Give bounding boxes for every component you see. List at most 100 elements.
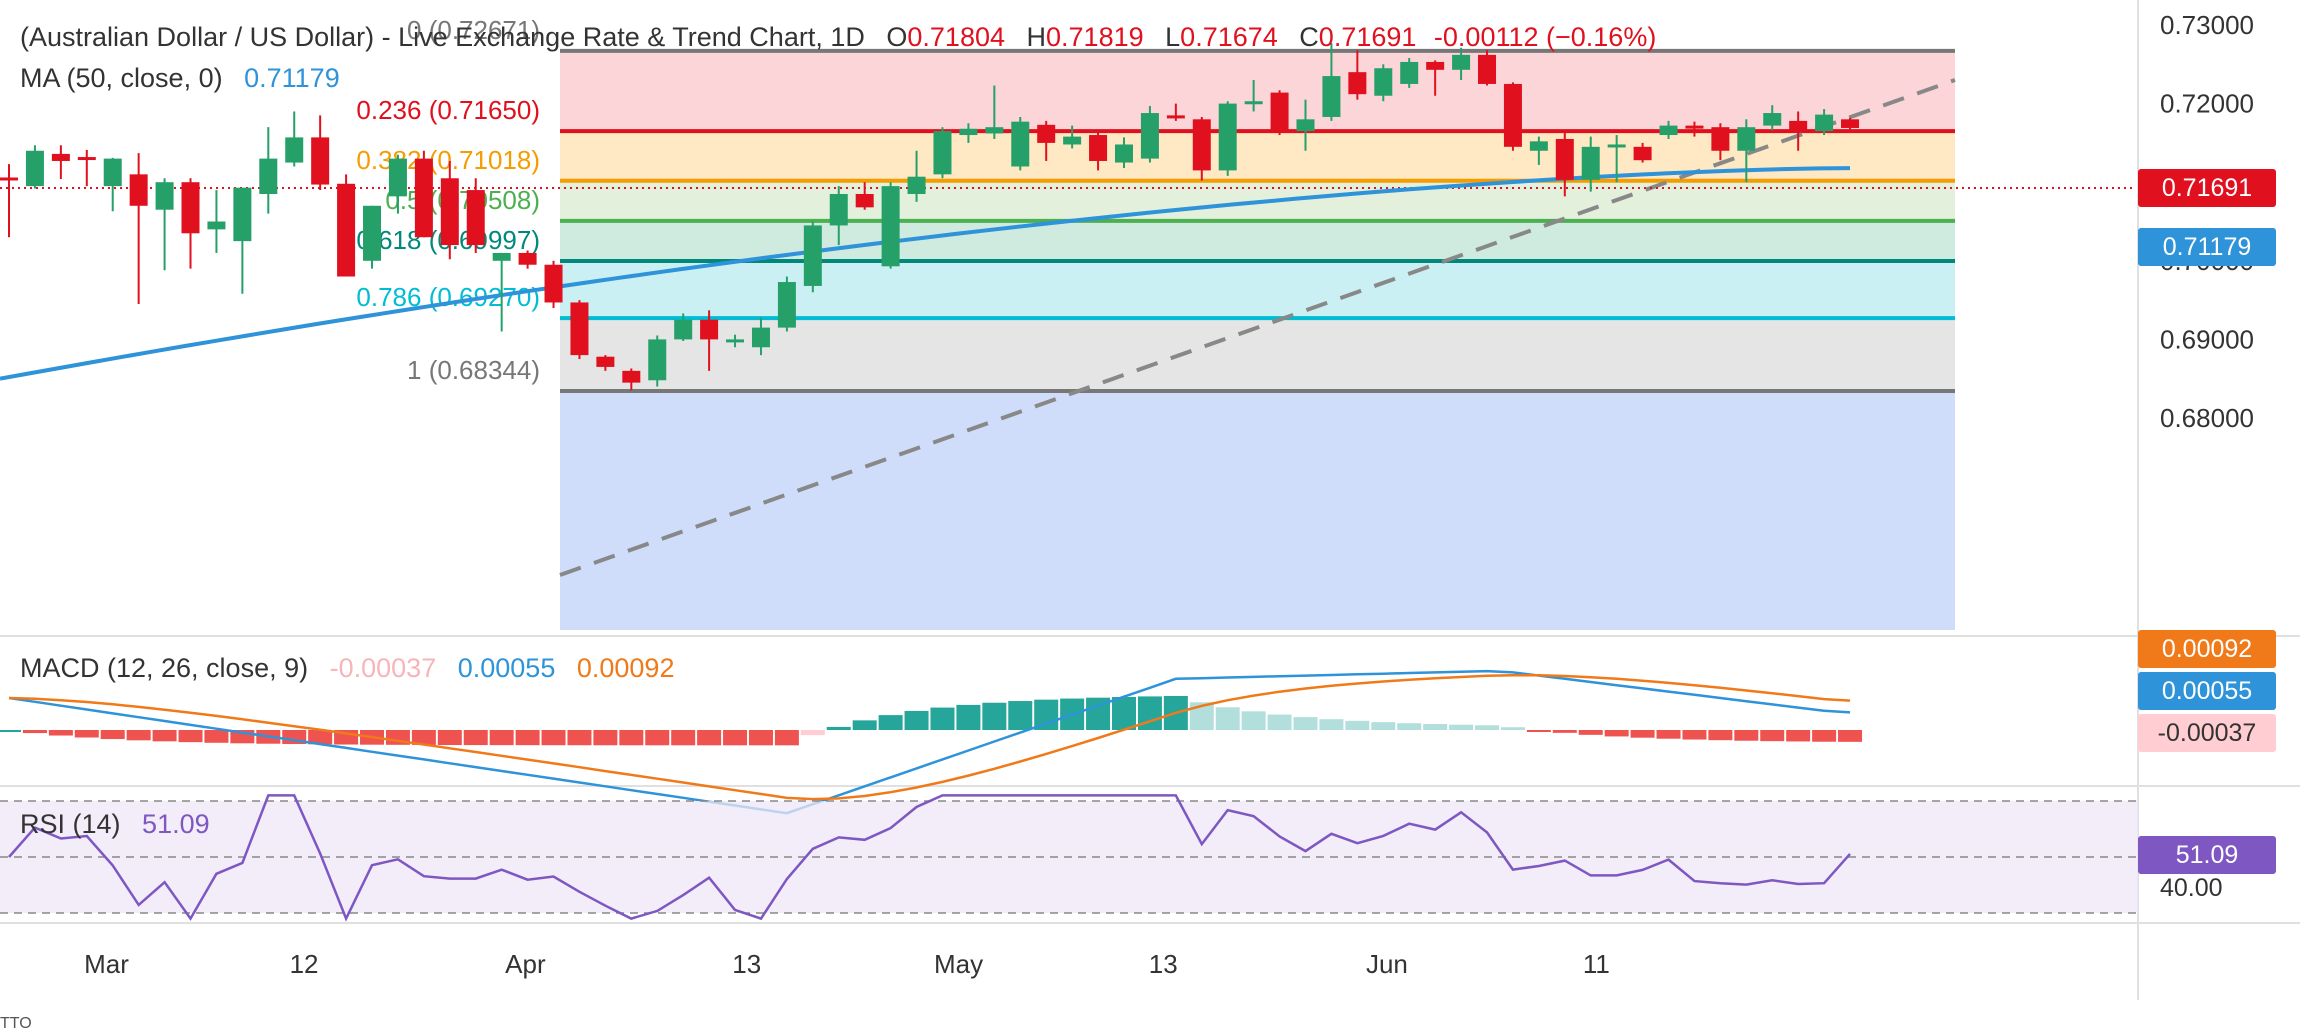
candle-body <box>1529 141 1548 151</box>
candle <box>1011 116 1030 171</box>
macd-hist-bar <box>748 730 773 746</box>
chart-header: (Australian Dollar / US Dollar) - Live E… <box>20 22 1656 53</box>
candle-body <box>1037 124 1056 143</box>
candle-body <box>1815 114 1834 132</box>
macd-hist-bar <box>48 730 73 736</box>
fib-level-label: 1 (0.68344) <box>407 355 540 385</box>
candle-body <box>1348 72 1367 95</box>
candle-body <box>1685 125 1704 129</box>
candle <box>129 153 148 305</box>
candle <box>777 276 796 332</box>
high-value: 0.71819 <box>1046 22 1144 52</box>
candle-body <box>855 193 874 208</box>
macd-hist-bar <box>1008 701 1033 730</box>
x-tick-label: Mar <box>84 949 129 979</box>
candle-body <box>1633 146 1652 161</box>
x-tick-label: 11 <box>1583 949 1610 979</box>
candle-body <box>1426 61 1445 70</box>
macd-hist-bar <box>930 707 955 730</box>
macd-hist-bar <box>1656 730 1681 739</box>
candle <box>829 186 848 246</box>
candle <box>0 164 18 238</box>
ma-price-tag: 0.71179 <box>2138 228 2276 266</box>
macd-hist-bar <box>1838 730 1863 742</box>
candle-body <box>1296 119 1315 132</box>
fib-level-label: 0.236 (0.71650) <box>356 95 540 125</box>
macd-hist-bar <box>1371 722 1396 730</box>
macd-hist-bar <box>22 730 47 734</box>
macd-hist-bar <box>567 730 592 746</box>
candle-body <box>907 176 926 194</box>
candle <box>1452 47 1471 81</box>
macd-hist-bar <box>1215 707 1240 730</box>
candle <box>1685 121 1704 137</box>
candle <box>1763 105 1782 131</box>
macd-hist-bar <box>800 730 825 736</box>
ma-legend-label: MA (50, close, 0) <box>20 63 223 93</box>
y-tick-label: 0.68000 <box>2160 403 2254 433</box>
candle-body <box>1555 138 1574 180</box>
macd-hist-bar <box>852 720 877 730</box>
candle <box>388 154 407 214</box>
candle-body <box>233 187 252 242</box>
candle <box>466 178 485 253</box>
candle <box>1529 136 1548 165</box>
candle <box>1478 50 1497 86</box>
macd-signal-line <box>8 673 1851 801</box>
candle-body <box>1737 127 1756 151</box>
macd-hist-bar <box>1241 711 1266 730</box>
macd-hist-bar <box>100 730 125 740</box>
candle-body <box>700 319 719 340</box>
fib-level-label: 0 (0.72671) <box>407 15 540 45</box>
low-value: 0.71674 <box>1180 22 1278 52</box>
candle <box>25 145 44 189</box>
macd-hist-tag: -0.00037 <box>2138 714 2276 752</box>
candle-body <box>1659 125 1678 136</box>
candle <box>155 178 174 271</box>
last-price-tag: 0.71691 <box>2138 169 2276 207</box>
macd-hist-bar <box>1293 717 1318 730</box>
candle-body <box>1503 83 1522 147</box>
candle <box>1140 105 1159 163</box>
open-value: 0.71804 <box>907 22 1005 52</box>
macd-hist-bar <box>1345 720 1370 730</box>
macd-hist-bar <box>956 704 981 730</box>
macd-histogram <box>0 695 1863 746</box>
candle-body <box>674 319 693 340</box>
candle <box>1296 99 1315 151</box>
macd-hist-bar <box>1475 725 1500 730</box>
macd-legend-hist: -0.00037 <box>329 653 437 683</box>
macd-hist-bar <box>1604 730 1629 737</box>
candle <box>181 178 200 269</box>
macd-hist-bar <box>437 730 462 746</box>
macd-hist-bar <box>1423 724 1448 730</box>
rsi-line <box>8 794 1851 922</box>
candle <box>337 174 356 277</box>
macd-hist-bar <box>541 730 566 746</box>
macd-hist-bar <box>878 715 903 730</box>
candle-body <box>129 174 148 206</box>
macd-hist-bar <box>515 730 540 746</box>
candle-body <box>596 356 615 367</box>
x-tick-label: Jun <box>1366 949 1408 979</box>
candle-body <box>1063 136 1082 145</box>
candle <box>855 182 874 210</box>
candle-body <box>311 137 330 185</box>
candle <box>1555 131 1574 197</box>
macd-hist-bar <box>1708 730 1733 741</box>
fib-zone <box>560 50 1955 132</box>
macd-hist-bar <box>1034 699 1059 730</box>
fib-zone <box>560 318 1955 391</box>
y-tick-label: 0.73000 <box>2160 10 2254 40</box>
change-value: -0.00112 (−0.16%) <box>1433 22 1657 52</box>
candlestick-series <box>0 43 1860 391</box>
candle-body <box>829 193 848 226</box>
candle <box>1322 43 1341 121</box>
macd-hist-bar <box>826 726 851 730</box>
candle <box>259 127 278 214</box>
macd-legend: MACD (12, 26, close, 9) -0.00037 0.00055… <box>20 653 674 684</box>
candle-body <box>492 252 511 261</box>
candle <box>1270 90 1289 136</box>
x-tick-label: 13 <box>1149 949 1178 979</box>
